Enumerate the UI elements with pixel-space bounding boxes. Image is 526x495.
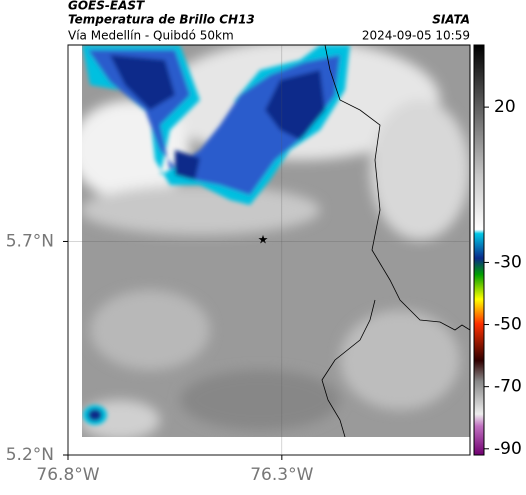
colorbar-tick-label: -50 bbox=[494, 315, 522, 335]
colorbar-tick-label: 20 bbox=[494, 97, 516, 117]
colorbar-tick-label: -70 bbox=[494, 377, 522, 397]
lat-tick-label: 5.7°N bbox=[6, 231, 54, 251]
satellite-image bbox=[82, 45, 470, 437]
colorbar-tick-label: -90 bbox=[494, 439, 522, 459]
agency: SIATA bbox=[432, 13, 470, 27]
source: GOES-EAST bbox=[68, 0, 145, 13]
subtitle: Vía Medellín - Quibdó 50km bbox=[68, 29, 234, 43]
city-marker: ★ bbox=[258, 233, 269, 247]
lon-tick-label: 76.3°W bbox=[250, 465, 313, 485]
colorbar-tick-label: -30 bbox=[494, 252, 522, 272]
timestamp: 2024-09-05 10:59 bbox=[362, 29, 470, 43]
lat-tick-label: 5.2°N bbox=[6, 445, 54, 465]
colorbar bbox=[473, 44, 485, 456]
lon-tick-label: 76.8°W bbox=[36, 465, 99, 485]
axes: 5.7°N 5.2°N76.8°W 76.3°W 20 -30 -50 -70 -90 bbox=[6, 45, 522, 485]
boundary bbox=[321, 45, 470, 437]
title: Temperatura de Brillo CH13 bbox=[68, 13, 255, 27]
